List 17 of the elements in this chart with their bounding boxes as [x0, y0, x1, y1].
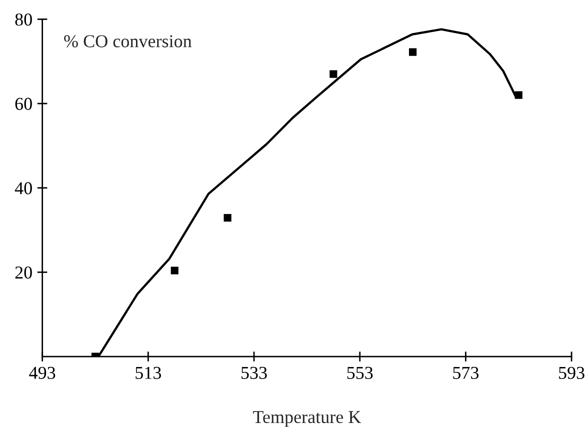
annotation: % CO conversion [64, 35, 192, 48]
x-tick-label: 513 [136, 366, 162, 379]
y-tick-label: 60 [15, 98, 32, 110]
point [330, 70, 338, 78]
x-tick-label: 493 [29, 366, 56, 379]
x-tick-label: 593 [559, 366, 584, 379]
point [514, 91, 522, 99]
x-tick-label: 553 [347, 366, 373, 379]
x-tick-label: 573 [453, 366, 479, 379]
x-axis-title: Temperature K [253, 411, 362, 427]
x-tick-label: 533 [242, 366, 267, 379]
point [170, 266, 178, 274]
y-tick-label: 20 [15, 266, 32, 279]
point [224, 214, 232, 222]
y-tick-label: 80 [15, 13, 32, 26]
y-tick-label: 40 [14, 182, 32, 194]
point [408, 48, 417, 56]
